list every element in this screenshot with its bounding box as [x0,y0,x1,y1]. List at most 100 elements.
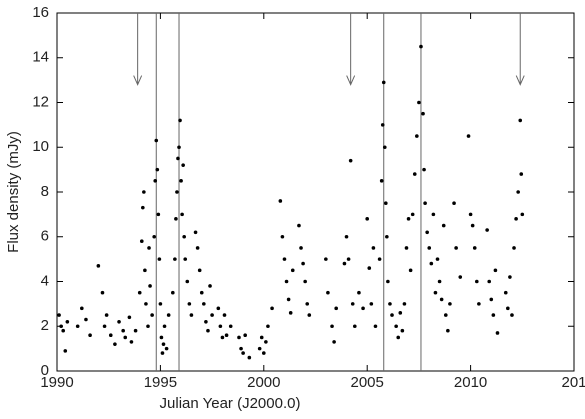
x-tick-label: 1990 [40,374,73,391]
data-point [352,324,357,329]
data-point [419,44,423,49]
data-point [282,257,287,261]
data-point [173,257,177,261]
data-point [180,212,184,217]
data-point [210,313,214,317]
y-tick-label: 14 [32,49,49,66]
data-point [222,313,227,317]
x-tick-label: 2000 [247,374,280,391]
data-point [123,335,128,340]
data-point [423,201,427,205]
data-point [437,279,442,284]
data-point [332,340,336,344]
data-point [80,306,84,311]
data-point [299,246,303,250]
data-point [520,212,525,217]
data-point [427,246,432,250]
data-point [297,223,301,228]
data-point [179,179,183,183]
arrow [346,13,356,86]
data-point [470,223,475,228]
data-point [384,201,388,205]
data-point [452,201,456,205]
data-point [220,335,225,340]
data-point [380,123,385,127]
data-point [344,234,349,239]
data-point [102,324,107,329]
data-point [143,268,147,273]
data-point [202,302,206,306]
data-point [164,346,169,351]
data-point [489,297,494,302]
y-tick-label: 4 [41,272,49,289]
data-point [65,319,70,324]
data-point [518,118,523,123]
data-point [433,290,438,295]
data-point [206,328,210,333]
data-point [357,290,361,295]
data-point [183,257,188,261]
data-point [439,297,444,302]
data-point [365,217,370,221]
data-point [381,80,386,85]
data-point [121,328,125,333]
data-point [241,351,245,355]
data-point [75,324,80,329]
data-point [512,246,516,250]
data-point [334,306,338,311]
data-point [454,246,458,250]
data-point [477,302,481,306]
x-tick-label: 1995 [144,374,177,391]
data-point [446,328,450,333]
data-point [429,261,434,266]
data-point [228,324,233,329]
y-tick-label: 12 [32,93,49,110]
data-point [162,324,167,329]
data-point [398,311,403,315]
data-point [96,264,101,268]
data-point [154,138,159,143]
y-tick-label: 0 [41,362,49,379]
y-tick-label: 10 [32,138,49,155]
data-point [100,290,105,295]
data-point [142,190,146,194]
y-tick-label: 16 [32,4,49,21]
arrow [515,13,525,86]
data-point [176,156,180,161]
data-point [377,257,382,261]
data-point [117,319,121,324]
data-point [326,290,330,295]
data-point [373,324,378,329]
data-point [177,145,181,150]
data-point [514,217,518,221]
data-point [59,324,63,329]
data-point [303,279,307,284]
data-point [108,333,113,338]
data-point [146,324,150,329]
data-point [141,205,145,210]
data-point [487,279,492,284]
data-point [239,346,243,351]
data-point [379,179,384,183]
data-point [458,275,463,279]
data-point [506,306,510,311]
arrow [133,13,143,86]
data-point [148,284,152,288]
data-point [342,261,347,266]
y-tick-label: 8 [41,183,49,200]
data-point [493,268,498,273]
data-point [199,290,204,295]
data-point [412,172,417,176]
data-point [400,328,405,333]
data-point [284,279,289,284]
data-point [348,158,353,163]
data-point [147,246,151,250]
data-point [475,279,479,284]
x-tick-label: 2010 [454,374,487,391]
data-point [350,302,355,306]
data-point [174,217,178,221]
data-point [367,266,372,270]
y-tick-label: 2 [41,317,49,334]
